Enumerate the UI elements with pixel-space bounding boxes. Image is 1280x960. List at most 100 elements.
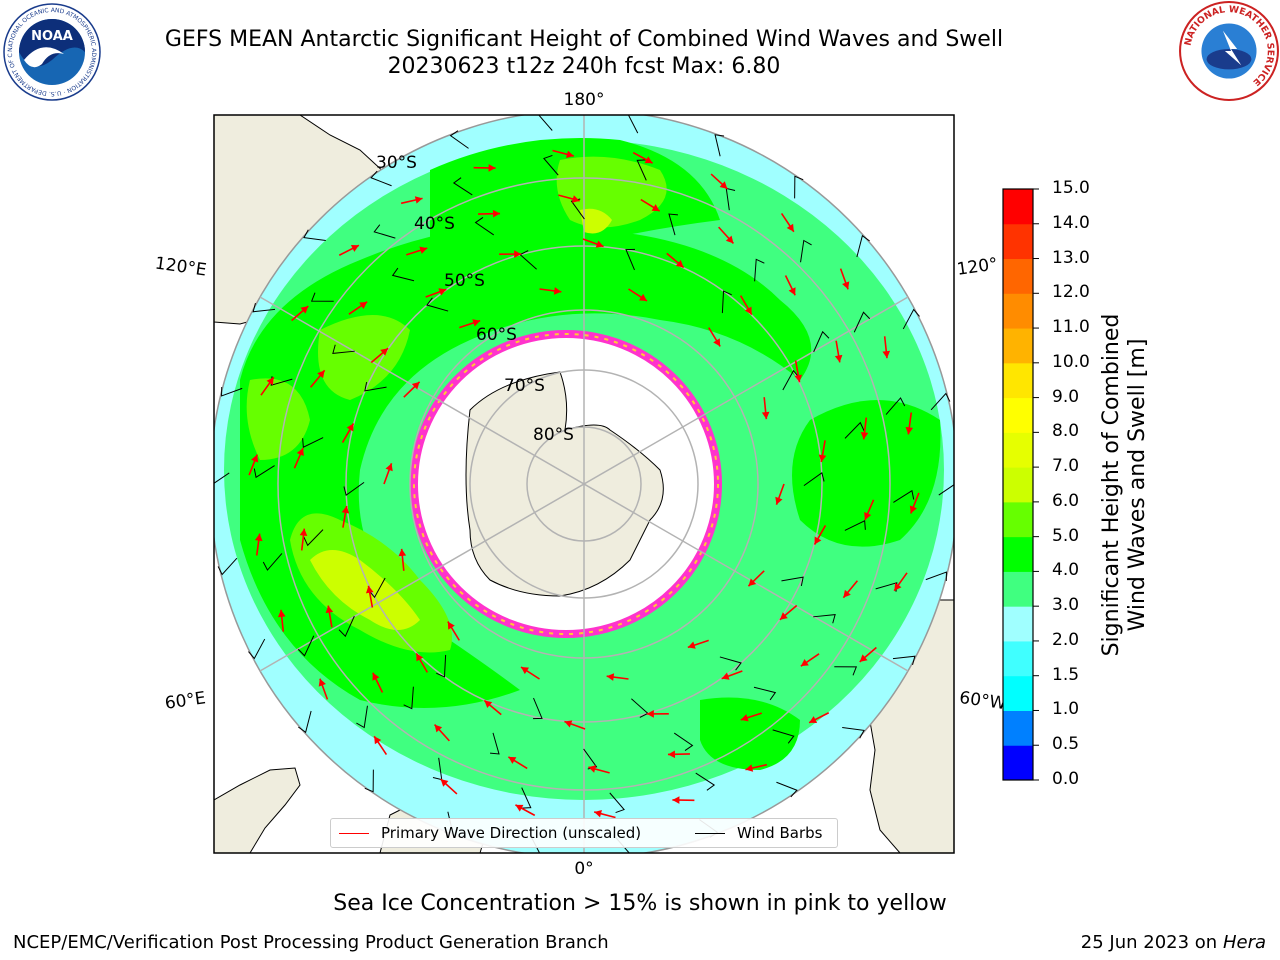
wind-barb bbox=[490, 732, 500, 755]
wave-arrow-head bbox=[566, 150, 574, 158]
legend-wave-swatch bbox=[339, 833, 369, 834]
wind-barb bbox=[297, 635, 315, 657]
lon-label-120e: 120°E bbox=[154, 254, 208, 281]
wave-arrow-head bbox=[514, 250, 522, 258]
colorbar-band bbox=[1003, 189, 1033, 225]
legend-item-barb: Wind Barbs bbox=[695, 824, 822, 842]
wave-arrow-head bbox=[646, 710, 654, 718]
wind-barb bbox=[902, 308, 920, 330]
colorbar-tick-label: 13.0 bbox=[1052, 247, 1090, 268]
colorbar-band bbox=[1003, 745, 1033, 781]
wave-arrow-head bbox=[416, 653, 424, 662]
wind-barb bbox=[262, 553, 283, 571]
wind-barb bbox=[856, 234, 870, 258]
legend-barb-swatch bbox=[695, 833, 725, 834]
colorbar-tick-label: 2.0 bbox=[1052, 629, 1080, 650]
colorbar-tick-label: 0.0 bbox=[1052, 769, 1080, 789]
wave-arrow-head bbox=[651, 204, 660, 212]
vector-field bbox=[214, 115, 954, 853]
wind-barb bbox=[813, 330, 830, 353]
wave-arrow-head bbox=[374, 736, 382, 745]
wave-arrow-head bbox=[254, 533, 263, 542]
wave-arrow-head bbox=[365, 585, 374, 594]
colorbar-tick-label: 10.0 bbox=[1052, 351, 1090, 372]
wave-arrow-head bbox=[779, 612, 788, 620]
wind-barb bbox=[214, 472, 230, 484]
wind-barb bbox=[449, 130, 469, 149]
wind-barb bbox=[364, 381, 387, 392]
wave-arrow-head bbox=[346, 423, 354, 432]
colorbar-tick-label: 14.0 bbox=[1052, 212, 1090, 233]
wave-arrow-head bbox=[745, 764, 754, 772]
wave-arrow-head bbox=[864, 512, 872, 520]
wind-barb bbox=[474, 217, 495, 236]
wave-arrow-head bbox=[515, 804, 524, 812]
wind-barb bbox=[452, 177, 473, 196]
lat-label-40s: 40°S bbox=[414, 214, 455, 234]
wave-arrow-head bbox=[882, 350, 891, 359]
lon-label-60e: 60°E bbox=[164, 688, 207, 713]
wave-arrow-head bbox=[842, 281, 850, 290]
wave-arrow-head bbox=[414, 196, 423, 204]
wind-barb bbox=[938, 484, 954, 496]
lat-label-50s: 50°S bbox=[444, 271, 485, 291]
land-madagascar-region bbox=[214, 767, 301, 853]
wind-barb bbox=[373, 224, 396, 239]
lon-label-60w: 60°W bbox=[958, 688, 1007, 714]
wave-arrow-head bbox=[438, 288, 447, 296]
wave-arrow-head bbox=[788, 287, 796, 296]
wave-arrow-head bbox=[809, 716, 818, 723]
wave-arrow-head bbox=[372, 672, 380, 681]
colorbar-tick-label: 11.0 bbox=[1052, 317, 1090, 338]
wave-arrow-head bbox=[859, 654, 868, 662]
wave-arrow-head bbox=[350, 245, 359, 252]
wave-arrow-head bbox=[800, 659, 809, 667]
wave-arrow-head bbox=[744, 306, 752, 315]
date-value: 25 Jun 2023 on bbox=[1080, 932, 1218, 953]
wind-barb bbox=[753, 686, 777, 701]
wind-barb bbox=[853, 311, 871, 333]
land-antarctica bbox=[465, 371, 664, 597]
colorbar-tick-label: 1.0 bbox=[1052, 699, 1080, 720]
colorbar-band bbox=[1003, 571, 1033, 607]
colorbar-band bbox=[1003, 328, 1033, 364]
wave-arrow-head bbox=[843, 589, 851, 598]
wave-arrow-head bbox=[719, 181, 728, 189]
wave-arrow-head bbox=[594, 810, 602, 818]
lat-label-80s: 80°S bbox=[533, 425, 574, 445]
wind-barb bbox=[368, 577, 386, 599]
wave-arrow-head bbox=[721, 672, 730, 680]
lat-label-70s: 70°S bbox=[504, 376, 545, 396]
colorbar-band bbox=[1003, 258, 1033, 294]
wave-arrow-head bbox=[488, 164, 496, 172]
wave-arrow-head bbox=[359, 301, 368, 309]
noaa-logo-text: NOAA bbox=[31, 29, 73, 44]
wind-barb bbox=[332, 344, 355, 354]
colorbar-band bbox=[1003, 293, 1033, 329]
colorbar-tick-label: 0.5 bbox=[1052, 734, 1080, 755]
wind-barb bbox=[217, 557, 238, 576]
wave-arrow-head bbox=[318, 678, 326, 687]
wind-barb bbox=[719, 656, 742, 671]
wind-barb bbox=[253, 465, 275, 479]
wind-barb bbox=[521, 787, 532, 809]
wave-arrow-head bbox=[606, 673, 615, 681]
sea-ice-note: Sea Ice Concentration > 15% is shown in … bbox=[333, 891, 947, 916]
wave-arrow-head bbox=[814, 536, 822, 545]
wind-barb bbox=[338, 615, 355, 638]
wind-barb bbox=[403, 686, 414, 710]
credit-text: NCEP/EMC/Verification Post Processing Pr… bbox=[13, 932, 609, 953]
colorbar-title-line2: Wind Waves and Swell [m] bbox=[1125, 338, 1150, 632]
colorbar-band bbox=[1003, 467, 1033, 503]
wave-arrow-head bbox=[296, 448, 304, 456]
wind-barb bbox=[782, 369, 800, 391]
wave-arrow-head bbox=[761, 411, 770, 420]
wind-barb bbox=[627, 115, 639, 134]
wind-barb bbox=[721, 290, 732, 314]
wind-barb bbox=[426, 297, 449, 312]
wave-arrow-head bbox=[588, 765, 597, 773]
wave-arrow-head bbox=[786, 223, 794, 232]
wind-barb bbox=[803, 471, 825, 487]
sea-ice-edge bbox=[413, 333, 719, 635]
wave-arrow-head bbox=[440, 779, 449, 787]
